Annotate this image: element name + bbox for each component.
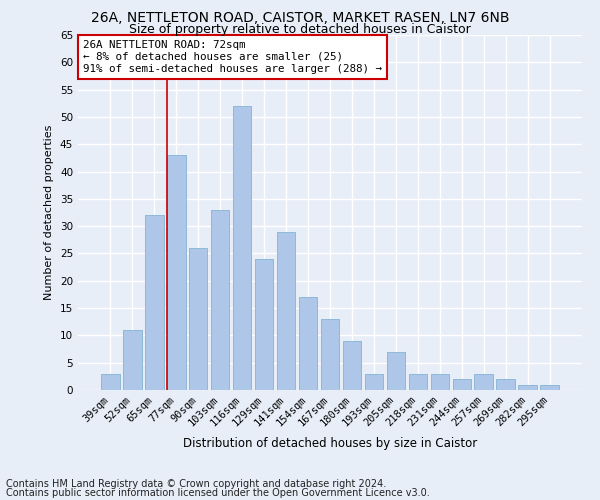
Bar (211, 210, 229, 390)
X-axis label: Distribution of detached houses by size in Caistor: Distribution of detached houses by size … (183, 437, 477, 450)
Bar (145, 215, 164, 390)
Bar (123, 330, 142, 390)
Bar (431, 374, 449, 390)
Bar (518, 384, 537, 390)
Text: Contains public sector information licensed under the Open Government Licence v3: Contains public sector information licen… (6, 488, 430, 498)
Bar (277, 232, 295, 390)
Bar (255, 259, 274, 390)
Bar (167, 155, 185, 390)
Bar (409, 374, 427, 390)
Bar (386, 352, 405, 390)
Bar (452, 379, 471, 390)
Bar (475, 374, 493, 390)
Y-axis label: Number of detached properties: Number of detached properties (44, 125, 55, 300)
Bar (541, 384, 559, 390)
Bar (299, 297, 317, 390)
Text: 26A, NETTLETON ROAD, CAISTOR, MARKET RASEN, LN7 6NB: 26A, NETTLETON ROAD, CAISTOR, MARKET RAS… (91, 11, 509, 25)
Bar (343, 341, 361, 390)
Bar (320, 319, 340, 390)
Bar (233, 106, 251, 390)
Text: Size of property relative to detached houses in Caistor: Size of property relative to detached ho… (129, 22, 471, 36)
Bar (189, 248, 208, 390)
Text: 26A NETTLETON ROAD: 72sqm
← 8% of detached houses are smaller (25)
91% of semi-d: 26A NETTLETON ROAD: 72sqm ← 8% of detach… (83, 40, 382, 74)
Bar (496, 379, 515, 390)
Bar (101, 374, 119, 390)
Text: Contains HM Land Registry data © Crown copyright and database right 2024.: Contains HM Land Registry data © Crown c… (6, 479, 386, 489)
Bar (365, 374, 383, 390)
